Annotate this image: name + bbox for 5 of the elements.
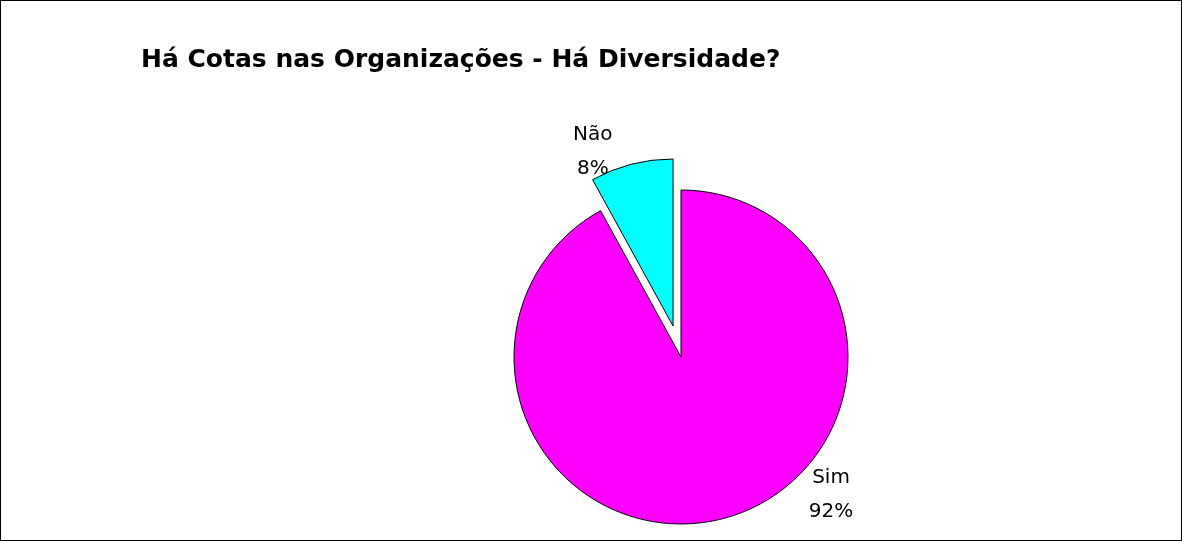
chart-title: Há Cotas nas Organizações - Há Diversidade?	[141, 44, 781, 73]
data-label: 8%	[576, 154, 609, 179]
slice-label: Não	[573, 120, 613, 145]
slice-label: Sim	[812, 464, 850, 488]
data-label: 92%	[808, 498, 854, 522]
